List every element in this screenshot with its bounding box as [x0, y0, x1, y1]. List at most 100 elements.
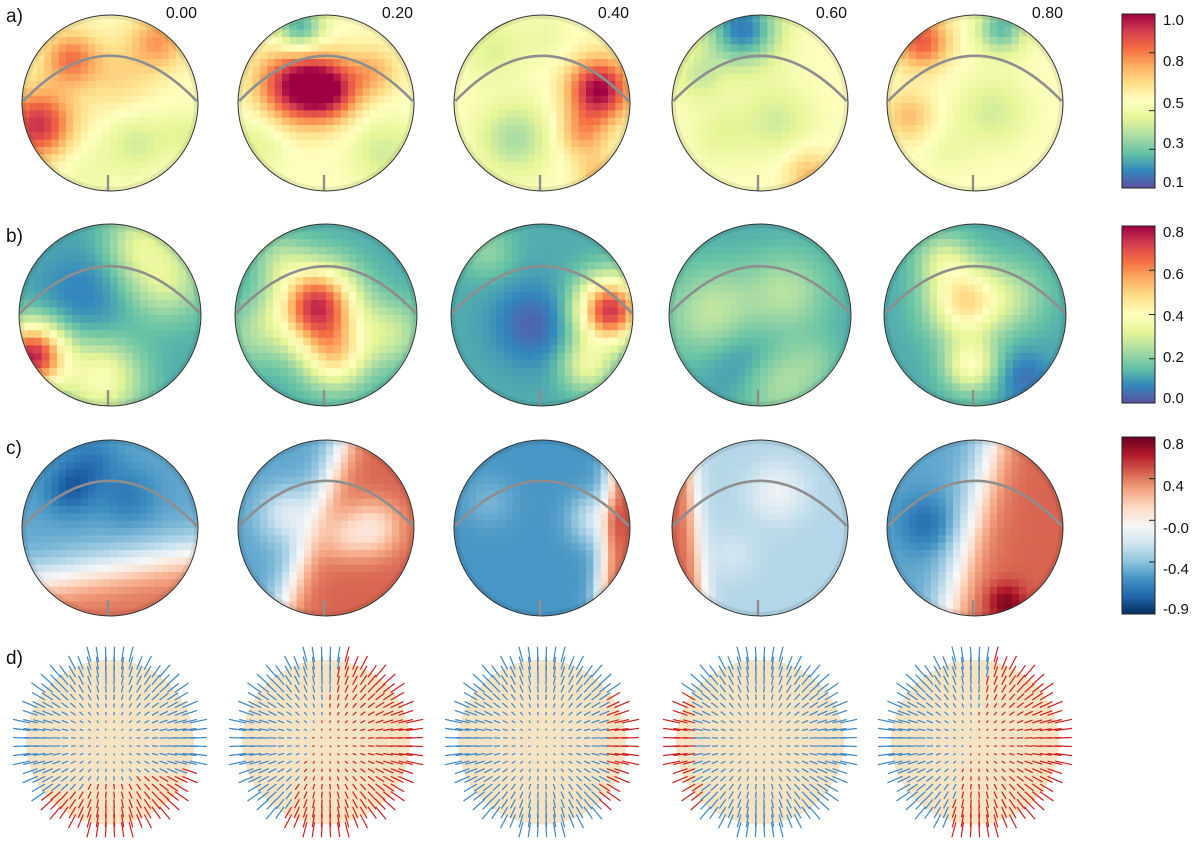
map-cell — [556, 44, 565, 53]
map-cell — [496, 307, 505, 316]
map-cell — [804, 95, 812, 104]
map-cell — [490, 44, 499, 53]
map-cell — [19, 299, 28, 309]
map-cell — [272, 375, 282, 384]
map-cell — [997, 239, 1006, 248]
map-cell — [461, 66, 470, 75]
map-cell — [183, 117, 192, 126]
map-cell — [774, 110, 783, 119]
map-cell — [348, 59, 356, 67]
map-cell — [737, 352, 746, 362]
map-cell — [147, 360, 157, 369]
map-cell — [610, 246, 619, 255]
map-cell — [490, 29, 499, 38]
map-cell — [87, 261, 96, 271]
map-cell — [483, 88, 492, 97]
map-cell — [586, 37, 594, 45]
map-cell — [975, 292, 984, 301]
map-cell — [356, 315, 365, 324]
map-cell — [511, 284, 520, 293]
map-cell — [356, 277, 365, 286]
map-cell — [377, 44, 386, 53]
map-cell — [282, 183, 290, 191]
map-cell — [481, 269, 490, 278]
map-cell — [714, 368, 723, 377]
map-cell — [676, 352, 685, 362]
map-cell — [488, 337, 498, 346]
map-cell — [370, 139, 378, 148]
map-cell — [723, 132, 732, 141]
map-cell — [579, 383, 589, 392]
map-cell — [94, 398, 104, 406]
map-cell — [737, 292, 746, 301]
map-cell — [468, 51, 477, 60]
map-cell — [775, 398, 784, 406]
map-cell — [595, 307, 604, 316]
map-cell — [818, 95, 827, 104]
map-cell — [790, 246, 799, 255]
map-cell — [804, 110, 812, 119]
map-cell — [760, 29, 768, 38]
map-cell — [997, 231, 1006, 240]
map-cell — [154, 125, 162, 133]
map-cell — [990, 345, 999, 354]
map-cell — [139, 95, 148, 104]
map-cell — [326, 398, 335, 406]
map-cell — [282, 44, 290, 53]
map-cell — [22, 81, 30, 89]
map-cell — [146, 81, 155, 89]
map-cell — [34, 337, 43, 346]
map-cell — [303, 345, 312, 354]
map-cell — [967, 81, 976, 89]
map-cell — [989, 95, 998, 104]
map-cell — [73, 110, 82, 119]
map-cell — [80, 103, 89, 111]
map-cell — [826, 88, 834, 97]
map-cell — [147, 322, 157, 331]
map-cell — [745, 132, 754, 141]
map-cell — [804, 37, 812, 45]
map-cell — [884, 269, 893, 278]
map-cell — [488, 315, 498, 324]
map-cell — [901, 125, 910, 133]
map-cell — [805, 360, 814, 369]
map-cell — [564, 299, 573, 309]
map-cell — [982, 37, 991, 45]
map-cell — [828, 345, 837, 354]
map-cell — [967, 125, 976, 133]
map-cell — [921, 360, 931, 369]
map-cell — [782, 239, 791, 248]
map-cell — [73, 22, 82, 31]
map-cell — [835, 322, 845, 331]
map-cell — [95, 95, 104, 104]
map-cell — [170, 307, 179, 316]
map-cell — [1004, 66, 1013, 75]
map-cell — [132, 147, 140, 155]
map-cell — [58, 29, 67, 38]
map-cell — [914, 284, 923, 293]
map-cell — [72, 390, 81, 400]
map-cell — [701, 161, 710, 170]
map-cell — [937, 315, 946, 324]
map-cell — [140, 239, 149, 248]
map-cell — [625, 269, 633, 278]
map-cell — [95, 154, 104, 163]
map-cell — [340, 161, 349, 170]
map-cell — [318, 147, 327, 155]
map-cell — [362, 169, 371, 177]
map-cell — [58, 81, 67, 89]
map-cell — [490, 103, 499, 111]
map-cell — [311, 176, 320, 185]
map-cell — [938, 117, 947, 126]
map-cell — [406, 88, 414, 97]
map-cell — [66, 139, 74, 148]
map-cell — [88, 117, 96, 126]
map-cell — [496, 315, 505, 324]
map-cell — [534, 15, 543, 23]
map-cell — [938, 125, 947, 133]
disk-outline — [668, 223, 852, 407]
map-cell — [564, 277, 573, 286]
map-cell — [56, 261, 66, 271]
map-cell — [923, 59, 932, 67]
map-cell — [296, 59, 305, 67]
